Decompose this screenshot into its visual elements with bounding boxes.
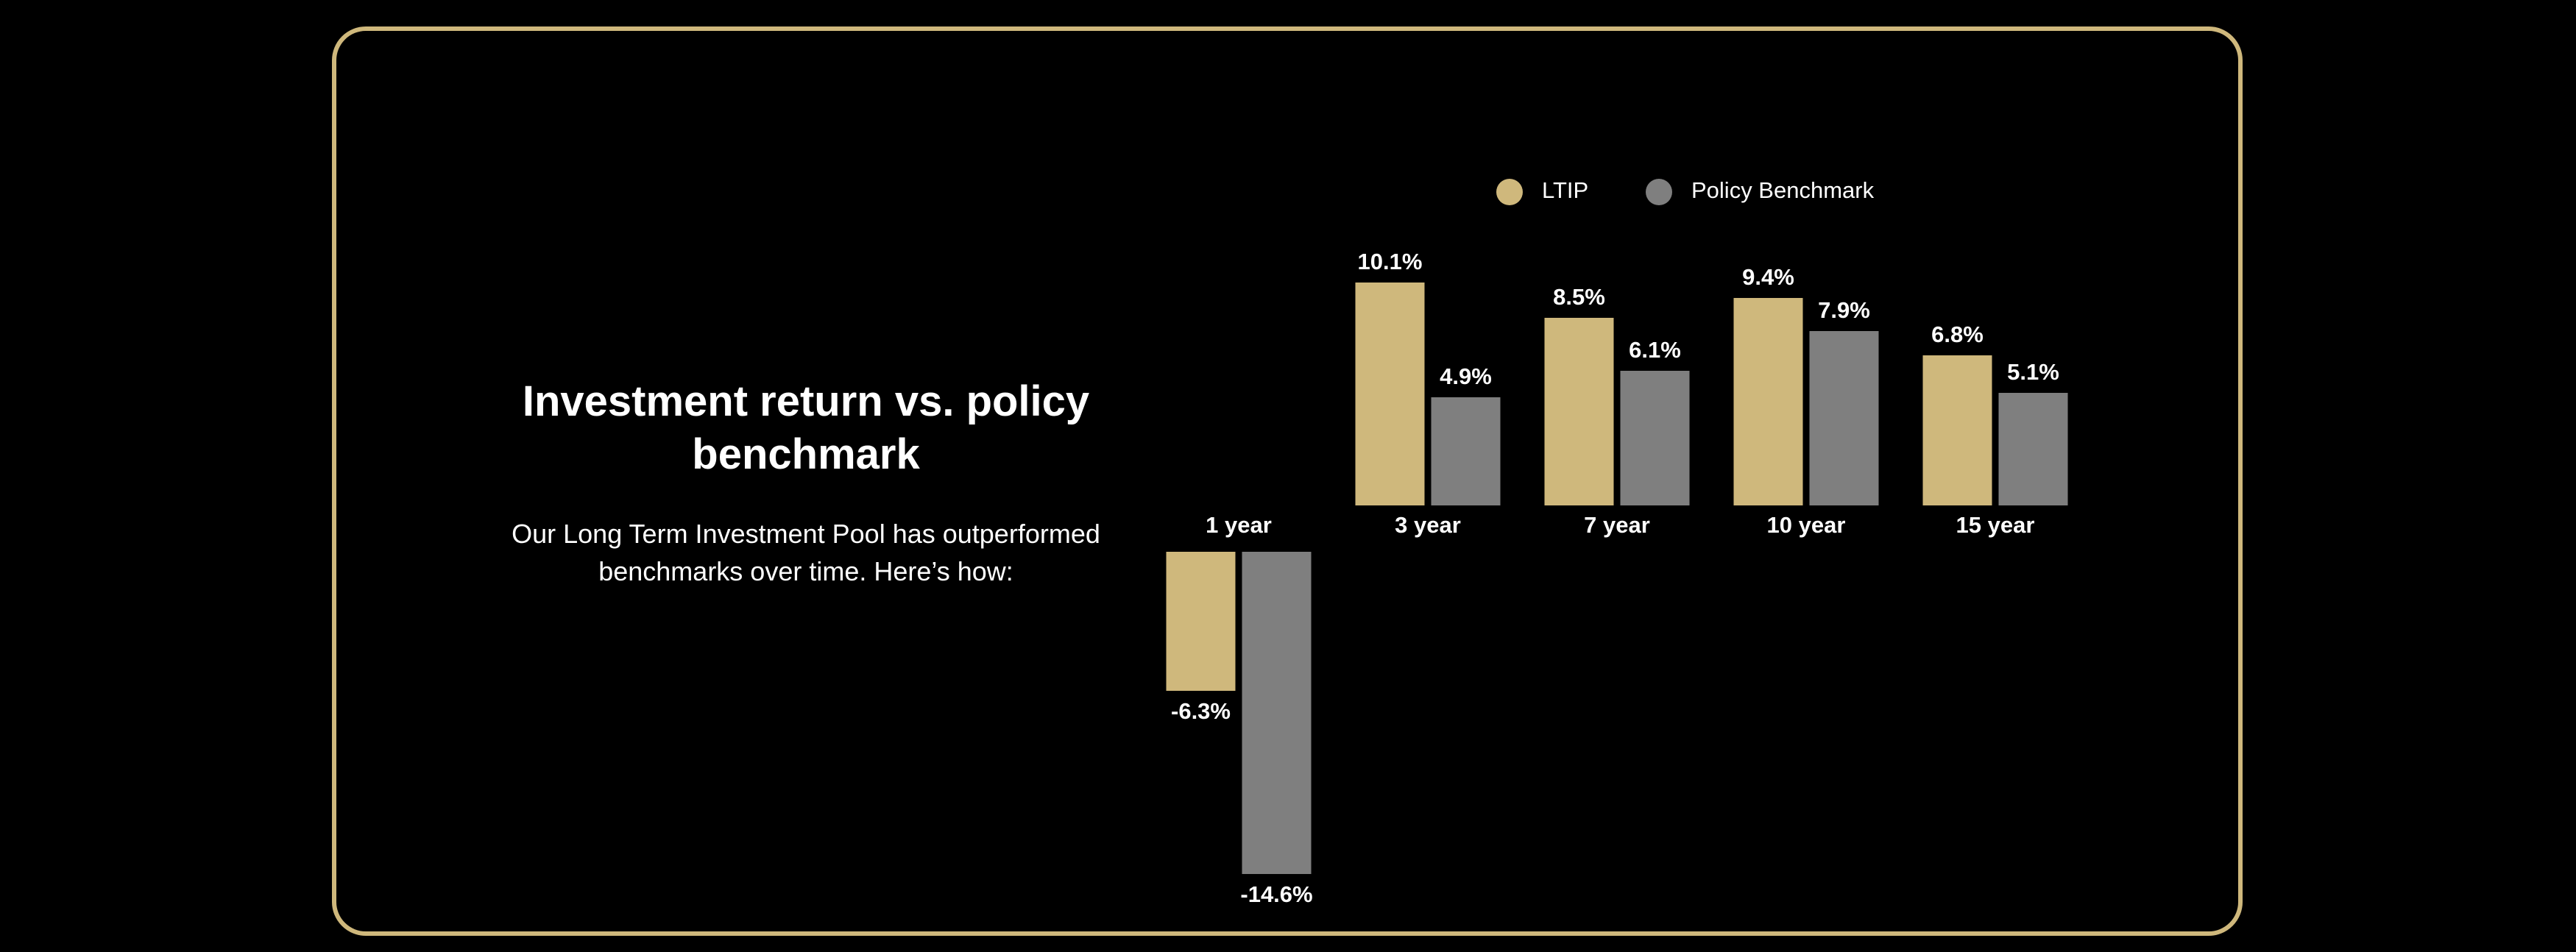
bar [1922,355,1992,505]
value-label: 7.9% [1818,297,1870,323]
x-tick-label: 3 year [1395,512,1461,538]
bar [1355,283,1425,505]
value-label: 8.5% [1553,284,1605,310]
bar [1431,397,1501,505]
bar [1998,393,2068,505]
legend-marker [1646,179,1672,205]
bar [1544,318,1614,505]
legend-label: Policy Benchmark [1691,177,1875,203]
card [332,26,2243,936]
bar [1809,331,1879,505]
bar [1166,552,1236,691]
legend-marker [1496,179,1523,205]
value-label: 5.1% [2007,359,2059,385]
description: Our Long Term Investment Pool has outper… [512,519,1100,586]
x-tick-label: 7 year [1584,512,1650,538]
value-label: 4.9% [1440,363,1492,389]
x-tick-label: 15 year [1956,512,2035,538]
x-tick-label: 1 year [1206,512,1272,538]
value-label: 9.4% [1742,264,1794,290]
heading: Investment return vs. policy benchmark [522,377,1090,478]
value-label: 6.1% [1629,337,1681,363]
value-label: -6.3% [1171,698,1231,724]
legend-label: LTIP [1542,177,1588,203]
bar [1620,371,1690,505]
bar [1242,552,1312,874]
value-label: 10.1% [1358,249,1423,274]
value-label: -14.6% [1240,881,1312,907]
x-tick-label: 10 year [1767,512,1846,538]
value-label: 6.8% [1931,322,1984,347]
bar [1733,298,1803,505]
